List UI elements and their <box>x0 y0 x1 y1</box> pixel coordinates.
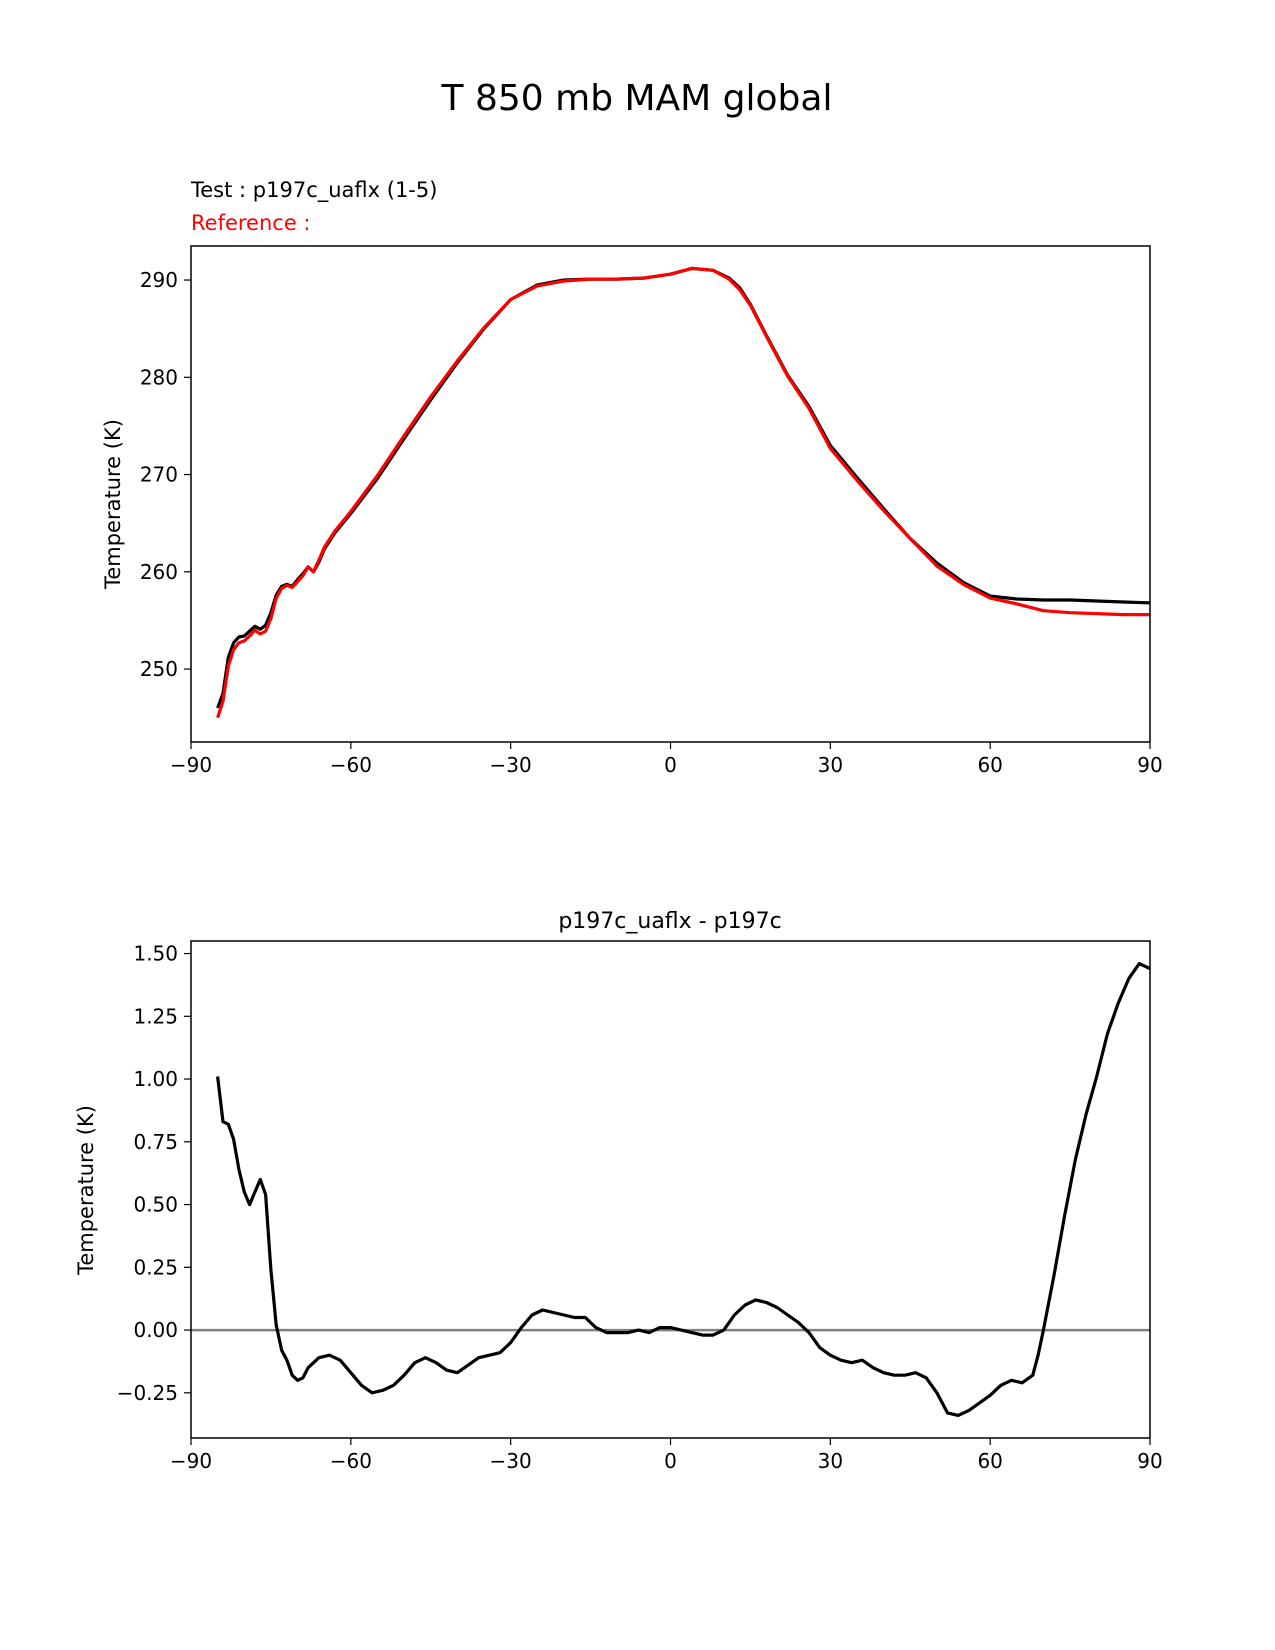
top-x-tick-label: −30 <box>490 753 532 777</box>
top-x-tick-label: −90 <box>170 753 212 777</box>
top-x-tick-label: 60 <box>977 753 1002 777</box>
bottom-axis-ticks: −90 −60 −30 0 30 60 90 −0.25 0.00 0.25 0.50 0.75 1.0… <box>117 942 1163 1473</box>
top-axis-ticks: −90 −60 −30 0 30 60 90 250 260 270 280 290 <box>140 268 1163 777</box>
bottom-series-difference <box>216 961 1151 1418</box>
top-y-tick-label: 260 <box>140 560 178 584</box>
bottom-x-tick-label: 90 <box>1137 1449 1162 1473</box>
bottom-y-tick-label: 1.25 <box>133 1004 178 1028</box>
bottom-y-tick-label: 0.00 <box>133 1318 178 1342</box>
bottom-y-tick-label: 0.75 <box>133 1130 178 1154</box>
bottom-x-tick-label: −60 <box>330 1449 372 1473</box>
bottom-y-tick-label: 0.25 <box>133 1255 178 1279</box>
bottom-x-tick-label: −90 <box>170 1449 212 1473</box>
bottom-plot-frame <box>190 940 1151 1439</box>
top-y-axis-label: Temperature (K) <box>101 419 125 590</box>
bottom-x-tick-label: 30 <box>818 1449 843 1473</box>
top-y-tick-label: 270 <box>140 463 178 487</box>
top-x-tick-label: −60 <box>330 753 372 777</box>
top-x-tick-label: 90 <box>1137 753 1162 777</box>
top-series-lines <box>216 266 1151 719</box>
bottom-x-tick-label: −30 <box>490 1449 532 1473</box>
bottom-y-axis-label: Temperature (K) <box>74 1105 98 1276</box>
top-series-reference <box>216 266 1150 719</box>
top-y-tick-label: 250 <box>140 657 178 681</box>
bottom-chart-title: p197c_uaflx - p197c <box>558 909 781 934</box>
bottom-x-tick-label: 60 <box>977 1449 1002 1473</box>
top-plot-frame <box>190 245 1151 743</box>
figure-title: T 850 mb MAM global <box>441 78 833 119</box>
top-y-tick-label: 280 <box>140 365 178 389</box>
bottom-y-tick-label: −0.25 <box>117 1381 178 1405</box>
top-y-tick-label: 290 <box>140 268 178 292</box>
bottom-series-lines <box>191 961 1151 1418</box>
reference-label: Reference : <box>191 211 311 235</box>
top-chart: Test : p197c_uaflx (1-5) Reference : Tem… <box>101 178 1163 777</box>
bottom-x-tick-label: 0 <box>664 1449 677 1473</box>
bottom-chart: p197c_uaflx - p197c Temperature (K) −90−… <box>74 909 1163 1473</box>
bottom-y-tick-label: 0.50 <box>133 1193 178 1217</box>
top-x-tick-label: 30 <box>818 753 843 777</box>
bottom-y-tick-label: 1.00 <box>133 1067 178 1091</box>
top-x-tick-label: 0 <box>664 753 677 777</box>
test-label: Test : p197c_uaflx (1-5) <box>190 178 437 203</box>
top-series-test <box>216 266 1151 709</box>
bottom-y-tick-label: 1.50 <box>133 942 178 966</box>
